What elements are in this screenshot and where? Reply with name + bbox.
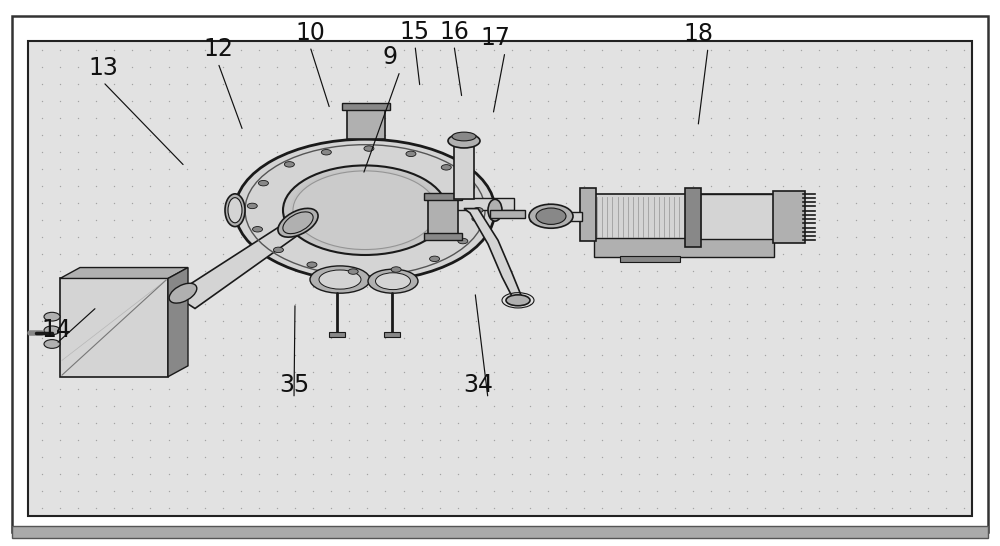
- Circle shape: [290, 169, 440, 251]
- Text: 14: 14: [41, 318, 71, 342]
- Text: 15: 15: [400, 20, 430, 44]
- Text: 9: 9: [382, 45, 398, 69]
- Text: 35: 35: [279, 373, 309, 397]
- Circle shape: [536, 208, 566, 224]
- Bar: [28, 41, 972, 516]
- Ellipse shape: [225, 194, 245, 227]
- Circle shape: [406, 151, 416, 157]
- Polygon shape: [464, 209, 522, 300]
- Ellipse shape: [319, 270, 361, 289]
- Bar: [434, 198, 514, 210]
- Ellipse shape: [506, 295, 530, 306]
- Circle shape: [465, 185, 475, 190]
- Circle shape: [44, 326, 60, 335]
- Ellipse shape: [169, 283, 197, 303]
- Circle shape: [44, 340, 60, 348]
- Circle shape: [430, 256, 440, 262]
- Bar: [685, 188, 701, 247]
- Text: 34: 34: [463, 373, 493, 397]
- Bar: [454, 142, 474, 199]
- Bar: [424, 233, 462, 240]
- Circle shape: [235, 139, 495, 281]
- Text: 18: 18: [683, 22, 713, 46]
- Bar: [490, 210, 525, 218]
- Polygon shape: [178, 213, 315, 308]
- Circle shape: [364, 146, 374, 151]
- Circle shape: [473, 207, 483, 213]
- Ellipse shape: [310, 266, 370, 293]
- Bar: [594, 194, 772, 239]
- Text: 10: 10: [295, 21, 325, 45]
- Ellipse shape: [278, 209, 318, 237]
- Circle shape: [472, 216, 482, 222]
- Circle shape: [441, 165, 451, 170]
- Circle shape: [247, 203, 257, 209]
- Circle shape: [458, 238, 468, 244]
- Circle shape: [253, 227, 263, 232]
- Bar: [342, 103, 390, 110]
- Bar: [594, 238, 774, 257]
- Bar: [700, 194, 775, 239]
- Ellipse shape: [376, 273, 411, 289]
- Text: 16: 16: [439, 20, 469, 44]
- Bar: [347, 109, 385, 139]
- Ellipse shape: [452, 132, 476, 141]
- Ellipse shape: [448, 134, 480, 148]
- Circle shape: [258, 180, 268, 186]
- Circle shape: [529, 204, 573, 228]
- Circle shape: [273, 247, 283, 253]
- Bar: [773, 191, 805, 243]
- Text: 17: 17: [480, 26, 510, 50]
- Polygon shape: [168, 268, 188, 377]
- Text: 12: 12: [203, 37, 233, 61]
- Text: 13: 13: [88, 56, 118, 80]
- Bar: [424, 193, 462, 200]
- Ellipse shape: [488, 199, 502, 221]
- Polygon shape: [60, 278, 168, 377]
- Bar: [329, 332, 345, 337]
- Circle shape: [321, 150, 331, 155]
- Bar: [580, 188, 596, 241]
- Circle shape: [284, 162, 294, 167]
- Bar: [12, 526, 988, 538]
- Circle shape: [283, 165, 447, 255]
- Bar: [620, 256, 680, 262]
- Bar: [530, 212, 582, 221]
- Bar: [384, 332, 400, 337]
- Circle shape: [391, 267, 401, 272]
- Ellipse shape: [368, 269, 418, 293]
- Circle shape: [44, 312, 60, 321]
- Circle shape: [293, 171, 437, 250]
- Ellipse shape: [228, 198, 242, 223]
- Circle shape: [307, 262, 317, 268]
- Circle shape: [348, 269, 358, 274]
- Polygon shape: [60, 268, 188, 278]
- Bar: [428, 200, 458, 234]
